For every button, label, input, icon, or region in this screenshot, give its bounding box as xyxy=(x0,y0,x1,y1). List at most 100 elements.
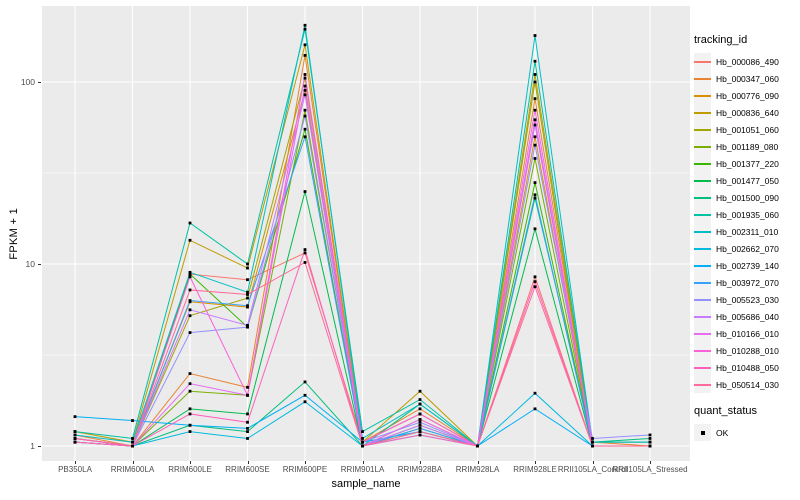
legend-label: Hb_001189_080 xyxy=(716,141,779,152)
data-point xyxy=(533,285,537,289)
legend-key-swatch xyxy=(694,206,711,223)
data-point xyxy=(591,440,594,444)
data-point xyxy=(188,412,192,416)
legend-key-swatch xyxy=(694,291,711,308)
legend-item-ok: OK xyxy=(694,424,800,441)
legend-label: Hb_001477_050 xyxy=(716,175,779,186)
data-point xyxy=(246,278,249,282)
legend-key-ok xyxy=(694,424,711,441)
data-point xyxy=(188,331,192,334)
legend-item-Hb_005686_040: Hb_005686_040 xyxy=(694,308,800,325)
legend-label: Hb_010166_010 xyxy=(716,328,779,339)
x-tick-label-RRIM600LA: RRIM600LA xyxy=(110,465,155,474)
legend-label: Hb_002739_140 xyxy=(716,260,779,271)
legend-key-swatch xyxy=(694,223,711,240)
data-point xyxy=(533,196,537,200)
data-point xyxy=(303,135,307,139)
legend-label: Hb_002311_010 xyxy=(716,226,779,237)
legend-label: Hb_001935_060 xyxy=(716,209,779,220)
data-point xyxy=(303,88,307,92)
data-point xyxy=(303,190,307,193)
data-point xyxy=(188,270,192,274)
legend-title-tracking-id: tracking_id xyxy=(694,34,748,46)
data-point xyxy=(188,308,192,312)
data-point xyxy=(591,444,594,448)
data-point xyxy=(533,80,537,84)
data-point xyxy=(246,296,249,300)
legend-label: Hb_000086_490 xyxy=(716,56,779,67)
data-point xyxy=(648,433,652,437)
data-point xyxy=(246,323,249,327)
legend-item-Hb_010288_010: Hb_010288_010 xyxy=(694,342,800,359)
data-point xyxy=(533,108,537,112)
x-tick-mark xyxy=(650,461,651,464)
legend-line-icon xyxy=(694,315,711,318)
legend-key-swatch xyxy=(694,138,711,155)
data-point xyxy=(648,437,652,440)
x-tick-label-RRIM600SE: RRIM600SE xyxy=(225,465,270,474)
legend-key-swatch xyxy=(694,240,711,257)
legend-item-Hb_002662_070: Hb_002662_070 xyxy=(694,240,800,257)
data-point xyxy=(418,430,422,433)
data-point xyxy=(648,440,652,444)
x-tick-mark xyxy=(132,461,134,464)
legend-key-swatch xyxy=(694,325,711,342)
data-point xyxy=(246,290,249,294)
x-tick-label-RRII105LA_Stressed: RRII105LA_Stressed xyxy=(612,465,688,474)
legend-key-swatch xyxy=(694,257,711,274)
y-tick-mark xyxy=(38,446,41,447)
legend-label: Hb_010288_010 xyxy=(716,345,779,356)
data-point xyxy=(246,430,249,433)
y-tick-mark xyxy=(38,264,41,265)
legend-line-icon xyxy=(694,111,711,114)
legend-item-Hb_001500_090: Hb_001500_090 xyxy=(694,189,800,206)
legend-item-Hb_010166_010: Hb_010166_010 xyxy=(694,325,800,342)
data-point xyxy=(188,221,192,225)
data-point xyxy=(303,108,307,112)
data-point xyxy=(73,430,77,433)
legend-label: Hb_000836_640 xyxy=(716,107,779,118)
x-tick-mark xyxy=(75,461,76,464)
plot-canvas xyxy=(42,6,690,461)
data-point xyxy=(418,418,422,421)
data-point xyxy=(188,430,192,433)
data-point xyxy=(418,407,422,411)
data-point xyxy=(533,280,537,284)
x-tick-label-RRIM600PE: RRIM600PE xyxy=(282,465,328,474)
x-tick-mark xyxy=(477,461,479,464)
y-tick-label: 100 xyxy=(20,77,35,87)
data-point xyxy=(303,127,307,131)
legend-item-Hb_003972_070: Hb_003972_070 xyxy=(694,274,800,291)
legend-label: Hb_005686_040 xyxy=(716,311,779,322)
data-point xyxy=(418,389,422,393)
data-point xyxy=(246,304,249,308)
data-point xyxy=(246,262,249,266)
data-point xyxy=(533,97,537,101)
data-point xyxy=(246,426,249,430)
data-point xyxy=(188,423,192,427)
legend-line-icon xyxy=(694,383,711,386)
data-point xyxy=(533,143,537,147)
legend-label: Hb_001500_090 xyxy=(716,192,779,203)
legend-line-icon xyxy=(694,247,711,250)
y-axis-title: FPKM + 1 xyxy=(8,0,20,467)
data-point xyxy=(131,419,134,422)
data-point xyxy=(361,440,364,444)
data-point xyxy=(418,433,422,437)
data-point xyxy=(188,372,192,375)
x-tick-mark xyxy=(190,461,191,464)
legend-key-swatch xyxy=(694,87,711,104)
x-tick-label-RRIM600LE: RRIM600LE xyxy=(168,465,212,474)
legend-line-icon xyxy=(694,298,711,301)
legend-key-swatch xyxy=(694,172,711,189)
legend-item-Hb_002311_010: Hb_002311_010 xyxy=(694,223,800,240)
x-tick-label-RRIM928LA: RRIM928LA xyxy=(455,465,500,474)
data-point xyxy=(303,261,307,264)
data-point xyxy=(533,227,537,231)
x-tick-label-RRIM928LE: RRIM928LE xyxy=(513,465,557,474)
legend-label: Hb_001377_220 xyxy=(716,158,779,169)
legend-label: Hb_003972_070 xyxy=(716,277,779,288)
legend-label: Hb_002662_070 xyxy=(716,243,779,254)
y-tick-label: 1 xyxy=(30,441,35,451)
legend-quant-status: quant_status OK xyxy=(694,405,800,441)
